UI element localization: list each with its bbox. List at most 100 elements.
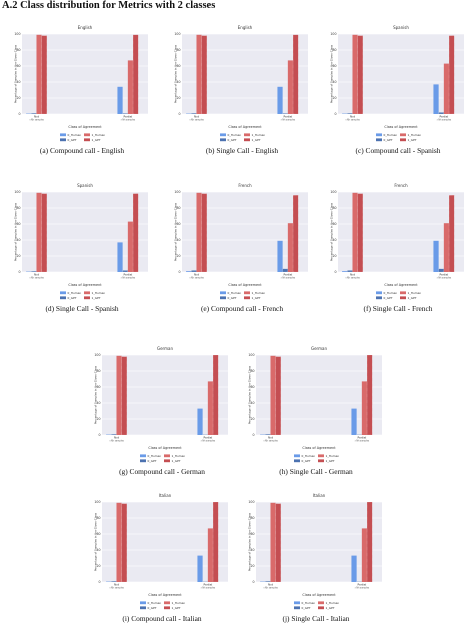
- x-axis-label: Class of Agreement: [302, 446, 336, 450]
- legend-swatch: [220, 138, 226, 141]
- bar: [197, 556, 202, 582]
- x-tick-sublabel: ≈Nh samples: [281, 276, 297, 279]
- legend-swatch: [140, 601, 146, 604]
- bar: [433, 84, 438, 114]
- bar: [367, 355, 372, 435]
- bar: [117, 242, 122, 272]
- bar: [352, 35, 357, 114]
- legend-label: 1_Human: [326, 454, 340, 458]
- bar: [202, 36, 207, 114]
- y-tick-label: 0: [98, 433, 100, 437]
- bar: [197, 409, 202, 435]
- bar: [128, 222, 133, 272]
- figure-caption: (h) Single Call - German: [236, 467, 396, 476]
- bar: [42, 36, 47, 114]
- legend-swatch: [244, 291, 250, 294]
- bar: [367, 502, 372, 582]
- legend-label: 0_GPT: [384, 296, 393, 300]
- legend-label: 1_GPT: [326, 606, 335, 610]
- y-tick-label: 0: [334, 270, 336, 274]
- bar: [122, 357, 127, 435]
- legend-swatch: [244, 138, 250, 141]
- legend-label: 1_GPT: [92, 296, 101, 300]
- bar: [213, 355, 218, 435]
- x-tick-sublabel: ≈Nh samples: [281, 118, 297, 121]
- legend-label: 0_Human: [384, 133, 398, 137]
- bar: [122, 504, 127, 582]
- legend-swatch: [164, 454, 170, 457]
- bar: [293, 195, 298, 272]
- x-tick-sublabel: ≈Nh samples: [189, 118, 205, 121]
- legend-label: 1_GPT: [172, 606, 181, 610]
- chart-title: German: [311, 346, 327, 351]
- y-axis-label: Percentage of Samples in the Given Class: [330, 202, 334, 261]
- bar: [351, 409, 356, 435]
- legend-label: 1_GPT: [252, 296, 261, 300]
- legend-swatch: [220, 133, 226, 136]
- legend-label: 1_Human: [326, 601, 340, 605]
- legend-label: 0_GPT: [148, 459, 157, 463]
- bar: [351, 556, 356, 582]
- legend-label: 0_GPT: [228, 296, 237, 300]
- legend-label: 1_Human: [92, 133, 106, 137]
- bar: [277, 241, 282, 272]
- legend-swatch: [140, 454, 146, 457]
- y-tick-label: 100: [14, 32, 20, 36]
- y-axis-label: Percentage of Samples in the Given Class: [14, 202, 18, 261]
- y-tick-label: 100: [248, 353, 254, 357]
- bar: [358, 194, 363, 272]
- legend-swatch: [60, 291, 66, 294]
- chart-title: Spanish: [393, 25, 409, 30]
- legend-swatch: [244, 133, 250, 136]
- legend-label: 1_Human: [408, 291, 422, 295]
- legend-swatch: [400, 296, 406, 299]
- legend-label: 0_GPT: [68, 138, 77, 142]
- legend-swatch: [140, 459, 146, 462]
- legend-swatch: [164, 459, 170, 462]
- bar: [42, 194, 47, 272]
- legend-label: 0_Human: [68, 291, 82, 295]
- x-axis-label: Class of Agreement: [228, 125, 262, 129]
- bar: [444, 64, 449, 114]
- x-tick-sublabel: ≈Nh samples: [355, 439, 371, 442]
- y-axis-label: Percentage of Samples in the Given Class: [248, 512, 252, 571]
- figure-caption: (d) Single Call - Spanish: [2, 304, 162, 313]
- legend-label: 0_Human: [148, 454, 162, 458]
- legend-swatch: [84, 291, 90, 294]
- bar: [36, 35, 41, 114]
- legend-label: 0_GPT: [68, 296, 77, 300]
- legend-swatch: [294, 606, 300, 609]
- y-axis-label: Percentage of Samples in the Given Class: [174, 202, 178, 261]
- legend-swatch: [220, 296, 226, 299]
- bar: [208, 381, 213, 435]
- legend-label: 1_Human: [92, 291, 106, 295]
- bar: [133, 194, 138, 272]
- chart-title: Spanish: [77, 183, 93, 188]
- y-tick-label: 100: [14, 190, 20, 194]
- legend-label: 1_GPT: [92, 138, 101, 142]
- y-tick-label: 100: [174, 190, 180, 194]
- legend-swatch: [318, 454, 324, 457]
- legend-label: 0_GPT: [148, 606, 157, 610]
- x-axis-label: Class of Agreement: [384, 283, 418, 287]
- bar: [362, 381, 367, 435]
- legend-label: 0_Human: [68, 133, 82, 137]
- legend-label: 0_Human: [302, 601, 316, 605]
- x-tick-sublabel: ≈Nh samples: [109, 586, 125, 589]
- y-tick-label: 0: [334, 112, 336, 116]
- x-tick-sublabel: ≈Nh samples: [355, 586, 371, 589]
- x-tick-sublabel: ≈Nh samples: [345, 118, 361, 121]
- y-tick-label: 100: [330, 190, 336, 194]
